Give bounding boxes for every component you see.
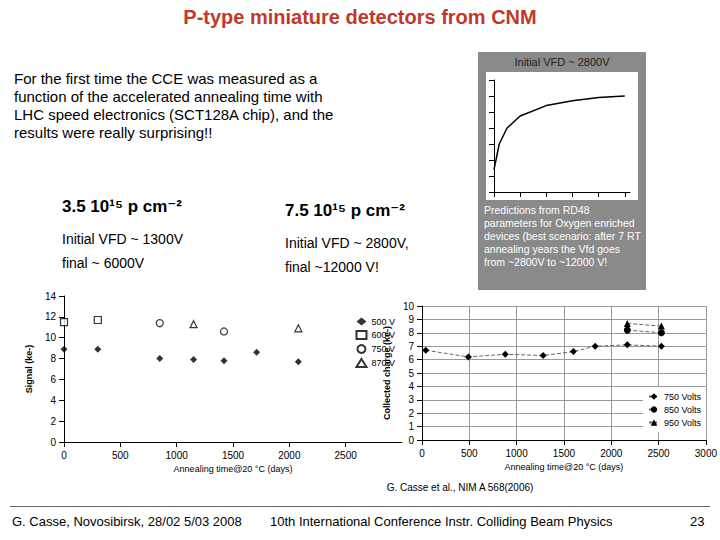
html-text:G. Casse et al., NIM A 568(200: G. Casse et al., NIM A 568(2006) — [386, 482, 534, 493]
svg-text:6: 6 — [408, 354, 414, 365]
svg-text:8: 8 — [408, 327, 414, 338]
svg-text:5: 5 — [408, 368, 414, 379]
svg-text:0: 0 — [419, 448, 425, 459]
svg-text:10: 10 — [403, 301, 415, 312]
html-text:Initial VFD ~ 2800V: Initial VFD ~ 2800V — [514, 56, 610, 68]
svg-text:1500: 1500 — [222, 450, 245, 461]
html-text:final ~12000 V!: final ~12000 V! — [285, 259, 379, 275]
svg-text:500 V: 500 V — [371, 317, 395, 327]
html-text:Initial VFD ~ 1300V: Initial VFD ~ 1300V — [62, 231, 183, 247]
svg-text:750 Volts: 750 Volts — [664, 392, 702, 402]
html-text:G. Casse, Novosibirsk, 28/02 5: G. Casse, Novosibirsk, 28/02 5/03 2008 — [12, 514, 242, 529]
svg-text:3000: 3000 — [695, 448, 718, 459]
html-text:final ~ 6000V: final ~ 6000V — [62, 255, 145, 271]
svg-text:0: 0 — [50, 437, 56, 448]
svg-text:14: 14 — [45, 291, 57, 302]
html-text:Predictions from RD48 paramete: Predictions from RD48 parameters for Oxy… — [484, 204, 641, 268]
html-text:23: 23 — [690, 514, 705, 529]
html-text:Initial VFD ~ 2800V,: Initial VFD ~ 2800V, — [285, 235, 409, 251]
svg-text:500: 500 — [461, 448, 478, 459]
svg-text:Annealing time@20 °C (days): Annealing time@20 °C (days) — [174, 464, 293, 474]
svg-text:6: 6 — [50, 374, 56, 385]
svg-text:9: 9 — [408, 314, 414, 325]
svg-text:12: 12 — [45, 311, 57, 322]
svg-text:1000: 1000 — [506, 448, 529, 459]
svg-text:3: 3 — [408, 394, 414, 405]
svg-text:500: 500 — [112, 450, 129, 461]
html-text:3.5 10¹⁵ p cm⁻²: 3.5 10¹⁵ p cm⁻² — [62, 197, 182, 216]
svg-text:1000: 1000 — [166, 450, 189, 461]
svg-text:4: 4 — [50, 395, 56, 406]
svg-text:1500: 1500 — [553, 448, 576, 459]
svg-text:1: 1 — [408, 421, 414, 432]
svg-text:0: 0 — [61, 450, 67, 461]
svg-text:850 Volts: 850 Volts — [664, 405, 702, 415]
svg-text:7: 7 — [408, 341, 414, 352]
html-text:10th International Conference: 10th International Conference Instr. Col… — [270, 514, 613, 529]
html-text:P-type miniature detectors fro: P-type miniature detectors from CNM — [183, 6, 537, 28]
svg-text:0: 0 — [408, 435, 414, 446]
svg-text:2500: 2500 — [647, 448, 670, 459]
svg-text:950 Volts: 950 Volts — [664, 418, 702, 428]
svg-text:10: 10 — [45, 332, 57, 343]
svg-text:Annealing time@20 °C (days): Annealing time@20 °C (days) — [505, 462, 624, 472]
svg-text:Signal (ke-): Signal (ke-) — [24, 345, 34, 394]
html-text:For the first time the CCE was: For the first time the CCE was measured … — [14, 70, 334, 141]
svg-text:2: 2 — [50, 416, 56, 427]
svg-text:2000: 2000 — [278, 450, 301, 461]
svg-text:2000: 2000 — [600, 448, 623, 459]
svg-text:2: 2 — [408, 408, 414, 419]
svg-text:Collected charge (ke-): Collected charge (ke-) — [382, 326, 392, 420]
html-text:7.5 10¹⁵ p cm⁻²: 7.5 10¹⁵ p cm⁻² — [285, 201, 405, 220]
svg-text:4: 4 — [408, 381, 414, 392]
svg-text:2500: 2500 — [335, 450, 358, 461]
svg-text:8: 8 — [50, 353, 56, 364]
